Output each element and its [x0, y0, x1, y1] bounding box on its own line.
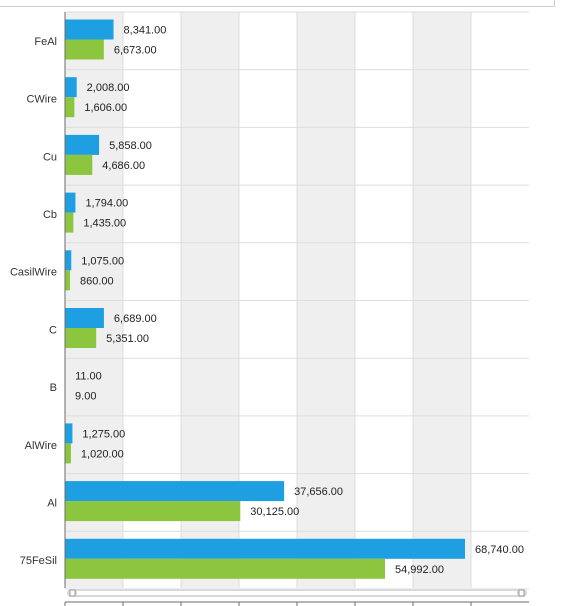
category-labels: FeAl CWire Cu Cb CasilWire C B AlWire Al 75FeSil — [10, 36, 57, 567]
category-label: Al — [47, 497, 57, 509]
value-labels: 8,341.00 6,673.00 2,008.00 1,606.00 5,858.00… — [75, 25, 524, 576]
category-label: CasilWire — [10, 267, 57, 279]
data-label-series-2: 1,606.00 — [84, 102, 127, 114]
bar-series-1 — [65, 77, 77, 98]
bar-series-1 — [65, 423, 73, 444]
horizontal-scrollbar[interactable] — [67, 589, 527, 597]
bar-series-2 — [65, 443, 71, 464]
bars — [65, 19, 465, 579]
data-label-series-2: 860.00 — [80, 275, 114, 287]
category-label: 75FeSil — [20, 555, 57, 567]
bar-series-1 — [65, 192, 76, 213]
scrollbar-thumb[interactable] — [77, 591, 517, 595]
data-label-series-1: 6,689.00 — [114, 313, 157, 325]
bar-series-1 — [65, 19, 114, 40]
data-label-series-2: 5,351.00 — [106, 333, 149, 345]
top-scrollbar-edge-right — [554, 0, 555, 6]
data-label-series-2: 9.00 — [75, 391, 96, 403]
bar-series-1 — [65, 308, 104, 328]
data-label-series-1: 11.00 — [75, 371, 102, 383]
scrollbar-right-grip-icon[interactable] — [518, 589, 525, 597]
category-label: FeAl — [34, 36, 57, 48]
bar-series-2 — [65, 270, 71, 291]
top-scrollbar-edge — [0, 0, 555, 7]
bar-series-1 — [65, 134, 100, 155]
data-label-series-2: 1,435.00 — [83, 218, 126, 230]
scrollbar-left-grip-icon[interactable] — [69, 589, 76, 597]
category-label: CWire — [26, 94, 57, 106]
category-label: B — [50, 382, 57, 394]
data-label-series-1: 68,740.00 — [475, 544, 524, 556]
bar-series-2 — [65, 328, 97, 348]
bar-series-2 — [65, 501, 241, 522]
data-label-series-2: 54,992.00 — [395, 564, 444, 576]
category-label: AlWire — [25, 440, 57, 452]
data-label-series-1: 2,008.00 — [87, 82, 130, 94]
data-label-series-1: 8,341.00 — [124, 25, 167, 37]
data-label-series-2: 30,125.00 — [250, 506, 299, 518]
bar-series-1 — [65, 538, 465, 559]
bar-series-2 — [65, 97, 75, 118]
category-label: Cu — [43, 151, 57, 163]
bar-series-2 — [65, 39, 104, 60]
data-label-series-2: 4,686.00 — [102, 160, 145, 172]
data-label-series-1: 37,656.00 — [294, 486, 343, 498]
data-label-series-2: 6,673.00 — [114, 45, 157, 57]
category-gridlines — [65, 11, 529, 590]
data-label-series-1: 5,858.00 — [109, 140, 152, 152]
x-axis-ticks — [64, 601, 529, 606]
category-label: C — [49, 324, 57, 336]
bar-series-2 — [65, 154, 93, 175]
bar-series-2 — [65, 212, 74, 233]
bar-series-1 — [65, 481, 285, 502]
category-label: Cb — [43, 209, 57, 221]
data-label-series-1: 1,794.00 — [85, 198, 128, 210]
bar-series-1 — [65, 250, 72, 271]
bar-series-2 — [65, 558, 385, 579]
data-label-series-1: 1,275.00 — [82, 428, 125, 440]
data-label-series-1: 1,075.00 — [81, 255, 124, 267]
data-label-series-2: 1,020.00 — [81, 448, 124, 460]
